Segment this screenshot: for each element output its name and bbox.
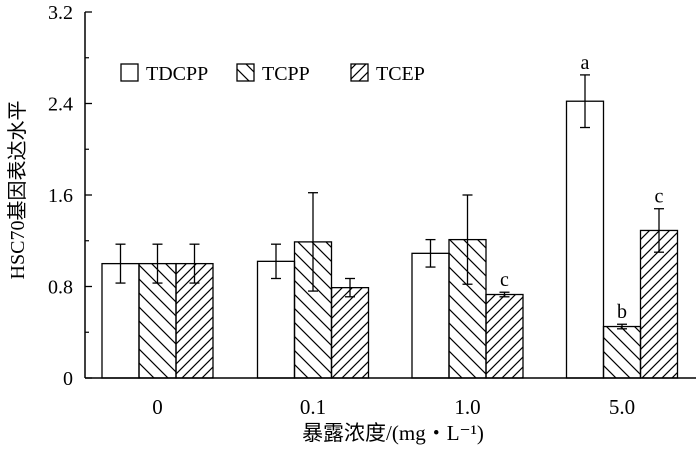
- x-tick-label: 0: [152, 395, 163, 419]
- error-bar-tdcpp-0: [115, 243, 126, 284]
- error-bar-tdcpp-1.0: [425, 238, 436, 268]
- legend: TDCPP TCPP TCEP: [120, 63, 425, 85]
- legend-item-tcep: TCEP: [350, 63, 425, 85]
- error-bar-tcpp-5.0: [617, 323, 627, 330]
- legend-label: TCEP: [376, 63, 425, 85]
- error-bar-tcep-0.1: [345, 277, 355, 298]
- x-tick-label: 0.1: [300, 395, 326, 419]
- bar-tdcpp-1.0: [411, 252, 450, 379]
- legend-item-tcpp: TCPP: [236, 63, 310, 85]
- y-axis-label: HSC70基因表达水平: [6, 101, 29, 280]
- y-tick-label: 3.2: [48, 2, 73, 24]
- bar-tdcpp-5.0: [565, 100, 605, 379]
- x-tick-label: 5.0: [609, 395, 635, 419]
- legend-swatch: [120, 63, 139, 82]
- x-tick-label: 1.0: [454, 395, 480, 419]
- error-bar-tcpp-1.0: [462, 194, 473, 285]
- significance-label: c: [655, 186, 664, 208]
- error-bar-tcpp-0: [152, 243, 163, 284]
- legend-swatch: [236, 63, 255, 82]
- legend-item-tdcpp: TDCPP: [120, 63, 208, 85]
- error-bar-tdcpp-5.0: [580, 74, 590, 129]
- significance-label: a: [581, 52, 590, 74]
- legend-label: TCPP: [262, 63, 310, 85]
- bar-tcep-0.1: [330, 286, 370, 379]
- error-bar-tcpp-0.1: [308, 192, 318, 292]
- error-bar-tcep-0: [189, 243, 200, 284]
- legend-swatch: [350, 63, 369, 82]
- y-tick-label: 0: [63, 368, 73, 390]
- legend-label: TDCPP: [146, 63, 208, 85]
- bar-tcpp-5.0: [602, 325, 642, 379]
- error-bar-tdcpp-0.1: [271, 243, 281, 280]
- significance-label: c: [500, 269, 509, 291]
- bar-tcep-5.0: [639, 229, 679, 379]
- y-tick-label: 2.4: [48, 94, 73, 116]
- y-tick-label: 0.8: [48, 277, 73, 299]
- error-bar-tcep-5.0: [654, 208, 664, 253]
- significance-label: b: [617, 301, 627, 323]
- plot-area: a b c c 0 0.8 1.6 2.4 3.2 0 0.1 1.0 5.0: [48, 2, 696, 419]
- error-bar-tcep-1.0: [499, 291, 510, 298]
- bar-tcep-1.0: [485, 293, 524, 379]
- y-tick-label: 1.6: [48, 185, 73, 207]
- x-axis-label: 暴露浓度/(mg・L⁻¹): [302, 421, 484, 445]
